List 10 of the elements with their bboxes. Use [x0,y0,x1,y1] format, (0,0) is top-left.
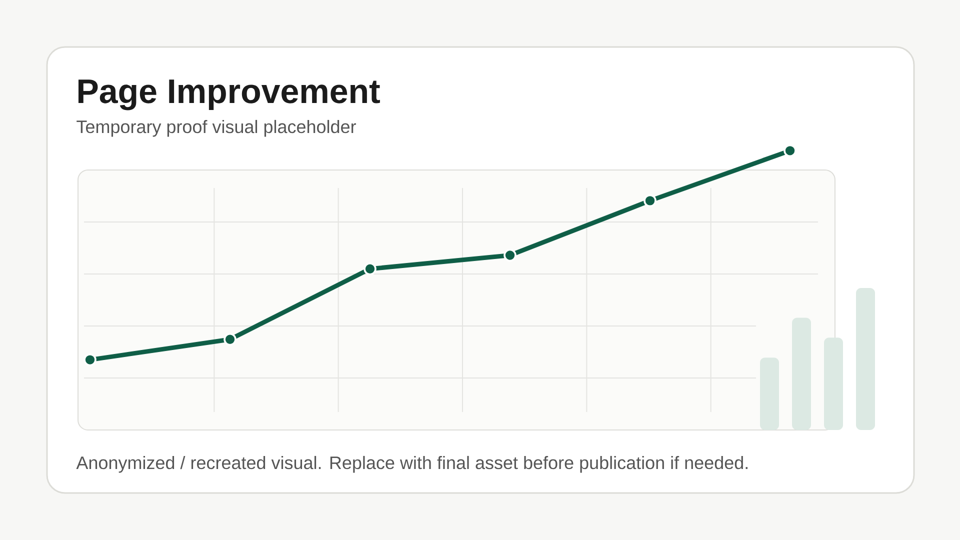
point [84,353,96,366]
point [224,332,236,346]
point [504,248,516,262]
chart-subtitle: Temporary proof visual placeholder [76,120,356,137]
point [644,194,656,208]
bar [856,288,876,430]
text: Anonymized / recreated visual. Replace with final asset before publication if needed. [76,456,748,473]
chart-title: Page Improvement [78,80,380,110]
point [364,262,376,276]
point [784,144,796,158]
